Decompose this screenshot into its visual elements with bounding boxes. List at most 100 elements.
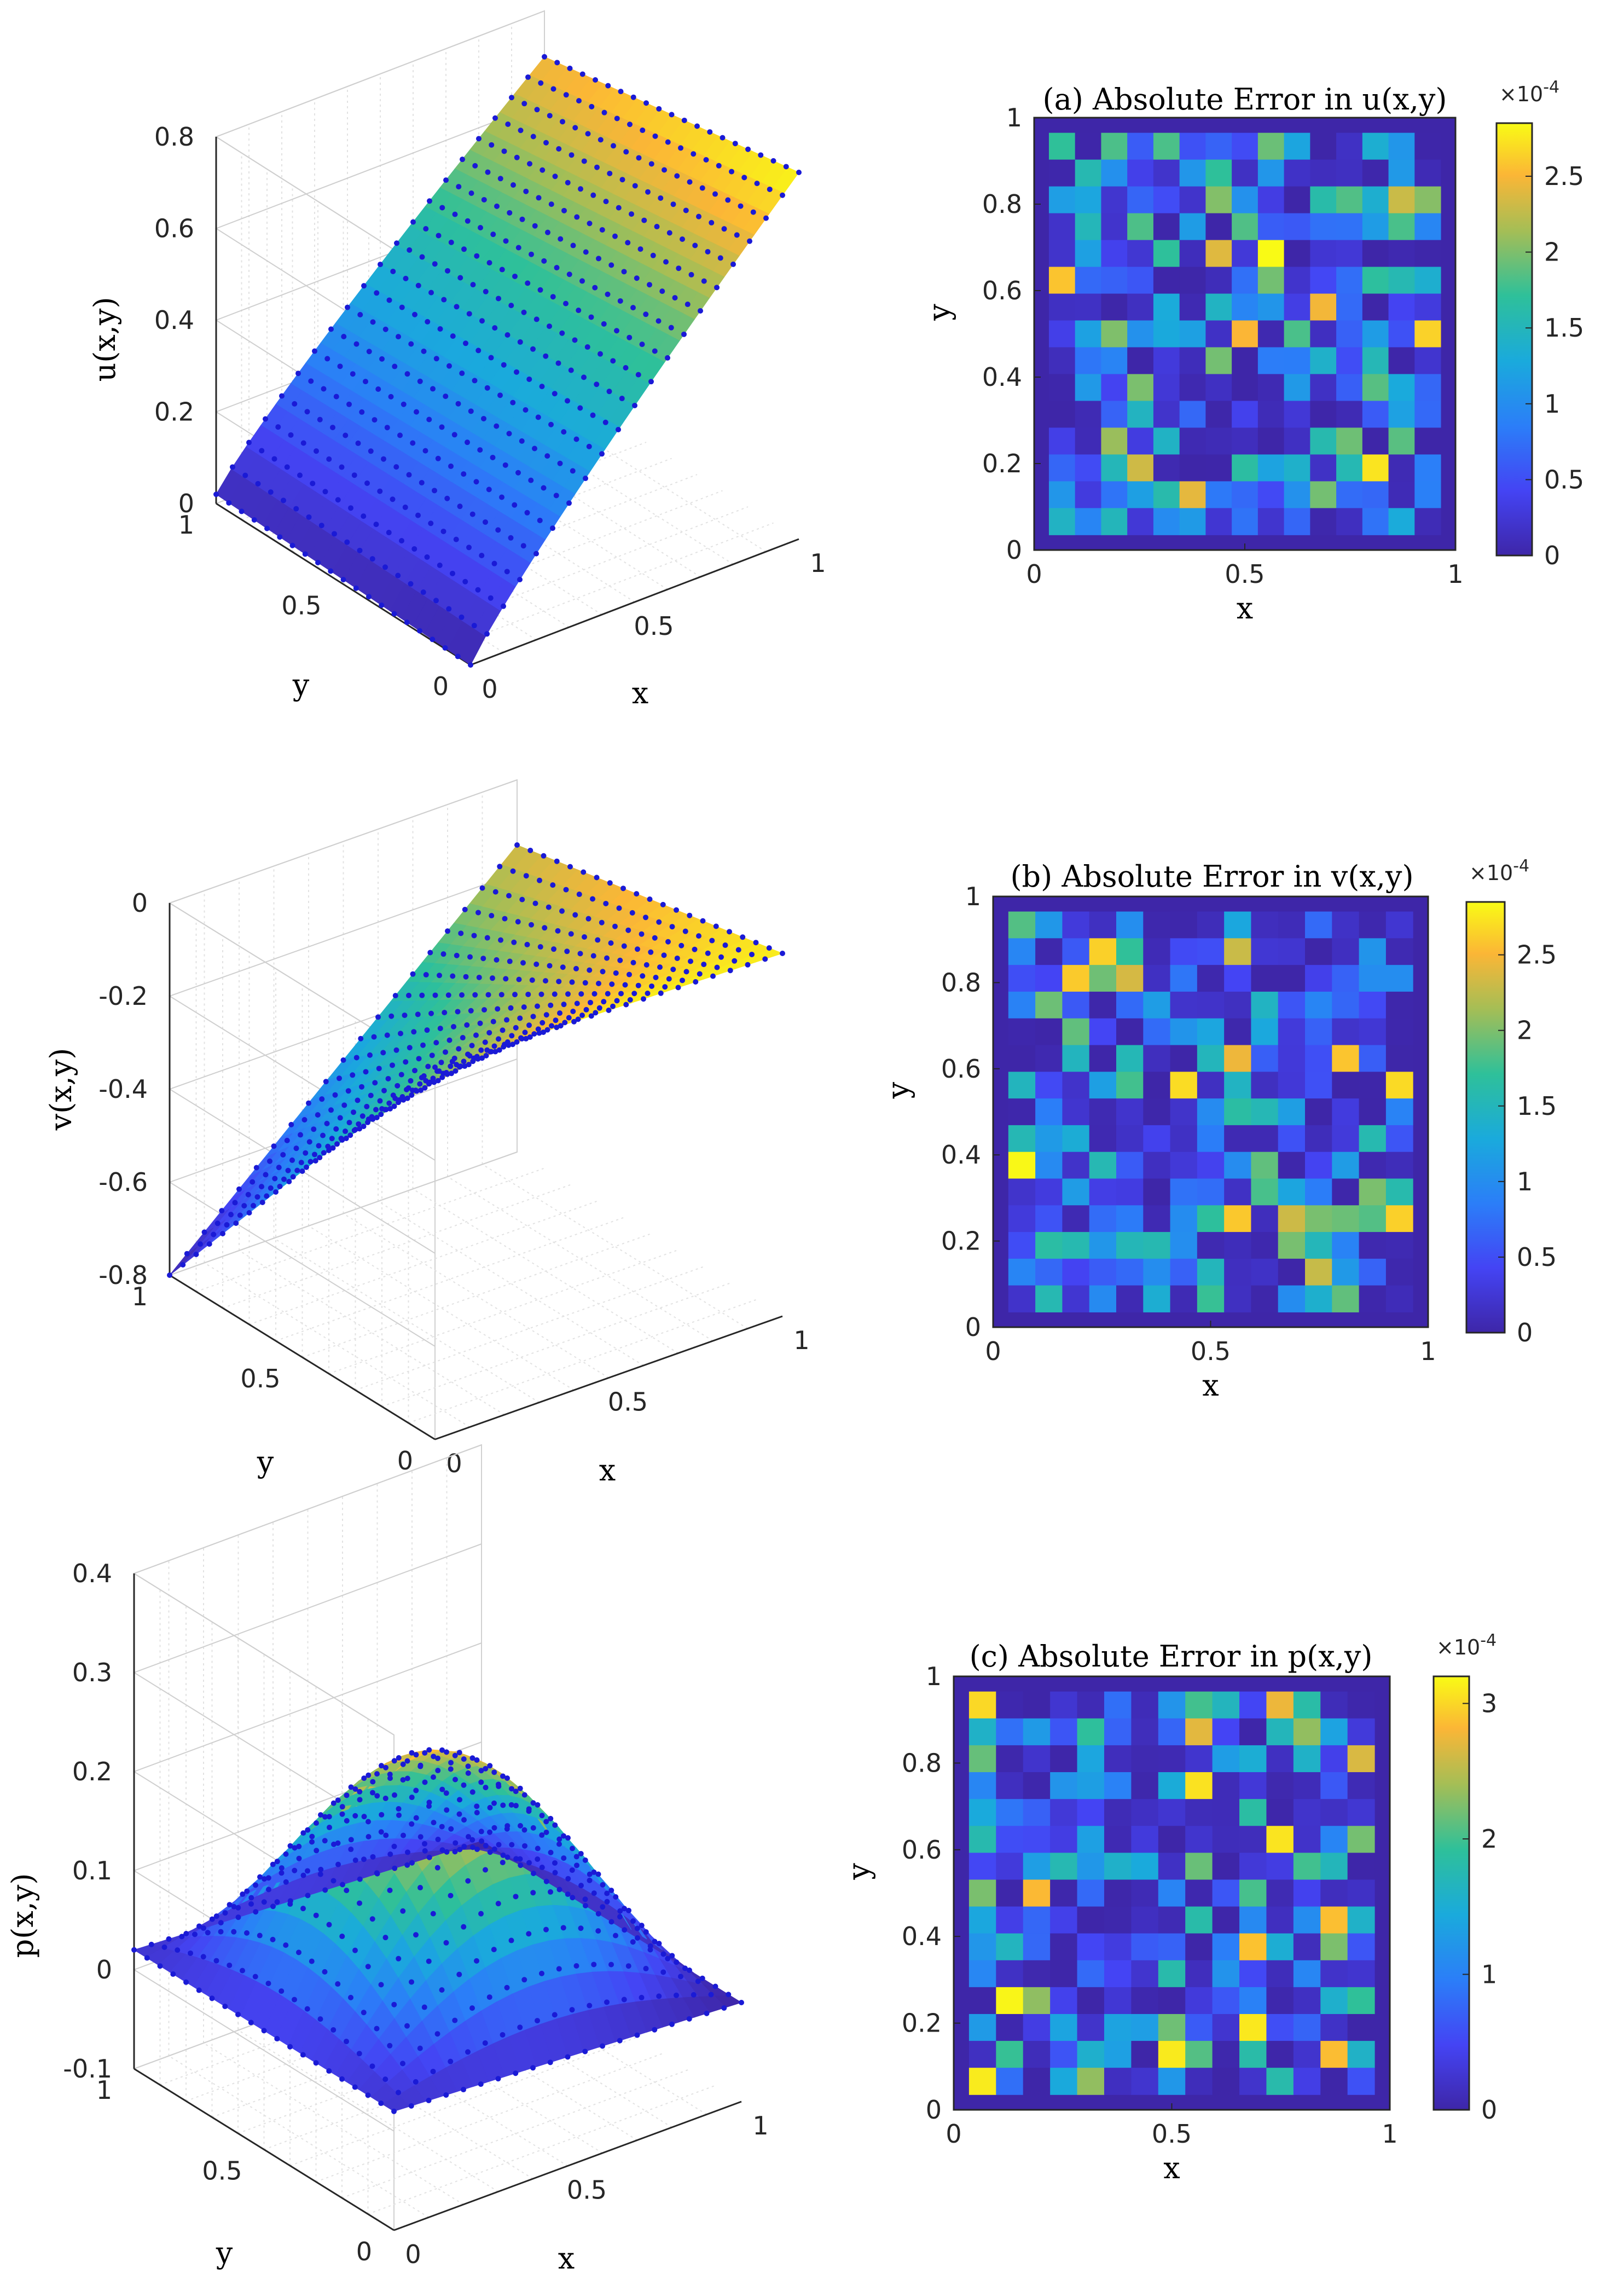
sample-point bbox=[526, 376, 532, 382]
heatmap-cell bbox=[1347, 1718, 1375, 1746]
sample-point bbox=[705, 950, 711, 956]
heatmap-cell bbox=[1127, 481, 1154, 508]
sample-point bbox=[630, 305, 636, 311]
heatmap-cell bbox=[1362, 240, 1389, 268]
sample-point bbox=[452, 211, 458, 217]
sample-point bbox=[584, 344, 590, 350]
sample-point bbox=[661, 952, 667, 958]
sample-point bbox=[670, 967, 676, 973]
sample-point bbox=[257, 1932, 263, 1939]
sample-point bbox=[600, 1904, 606, 1910]
heatmap-cell bbox=[968, 1772, 996, 1799]
sample-point bbox=[484, 631, 490, 637]
heatmap-cell bbox=[1293, 2068, 1321, 2095]
sample-point bbox=[450, 570, 455, 576]
sample-point bbox=[419, 254, 425, 260]
sample-point bbox=[504, 569, 510, 575]
sample-point bbox=[517, 577, 523, 583]
sample-point bbox=[469, 1837, 475, 1843]
heatmap-cell bbox=[1116, 1258, 1144, 1286]
sample-point bbox=[324, 356, 330, 362]
heatmap-cell bbox=[1153, 481, 1180, 508]
sample-point bbox=[587, 967, 593, 973]
heatmap-cell bbox=[1035, 1178, 1063, 1206]
sample-point bbox=[674, 173, 680, 179]
heatmap-cell bbox=[1347, 2068, 1375, 2095]
sample-point bbox=[330, 1878, 337, 1884]
sample-point bbox=[763, 215, 769, 221]
sample-point bbox=[410, 219, 416, 225]
heatmap-cell bbox=[1362, 132, 1389, 160]
sample-point bbox=[643, 311, 649, 317]
z-tick-label: 0.2 bbox=[72, 1757, 112, 1786]
heatmap-cell bbox=[1153, 267, 1180, 294]
heatmap-cell bbox=[1320, 1799, 1348, 1826]
sample-point bbox=[669, 112, 675, 118]
sample-point bbox=[298, 1160, 304, 1166]
sample-point bbox=[712, 1983, 718, 1989]
sample-point bbox=[595, 1871, 601, 1877]
sample-point bbox=[382, 1795, 388, 1801]
sample-point bbox=[318, 1812, 323, 1818]
sample-point bbox=[321, 1150, 327, 1156]
sample-point bbox=[522, 1029, 528, 1035]
sample-point bbox=[381, 456, 386, 462]
heatmap-cell bbox=[1278, 938, 1306, 965]
sample-point bbox=[650, 252, 656, 258]
sample-point bbox=[770, 158, 776, 164]
heatmap-cell bbox=[1310, 186, 1337, 214]
sample-point bbox=[526, 1931, 532, 1937]
sample-point bbox=[373, 522, 379, 528]
heatmap-cell bbox=[1131, 2013, 1159, 2041]
sample-point bbox=[497, 864, 503, 870]
sample-point bbox=[295, 371, 301, 377]
heatmap-cell bbox=[1284, 159, 1310, 187]
heatmap-cell bbox=[1362, 374, 1389, 401]
sample-point bbox=[386, 1100, 392, 1106]
sample-point bbox=[434, 1865, 440, 1871]
sample-point bbox=[253, 1909, 259, 1915]
sample-point bbox=[426, 416, 432, 423]
sample-point bbox=[348, 505, 353, 511]
sample-point bbox=[421, 2004, 427, 2010]
sample-point bbox=[335, 1797, 341, 1803]
sample-point bbox=[479, 552, 485, 558]
sample-point bbox=[328, 326, 334, 332]
heatmap-cell bbox=[1089, 1152, 1117, 1179]
sample-point bbox=[546, 904, 552, 910]
sample-point bbox=[605, 83, 611, 89]
sample-point bbox=[451, 1055, 457, 1061]
heatmap-cell bbox=[1104, 1906, 1132, 1934]
sample-point bbox=[263, 1172, 269, 1178]
heatmap-cell bbox=[1305, 1125, 1332, 1153]
heatmap-cell bbox=[1077, 1933, 1105, 1961]
heatmap-cell bbox=[1205, 213, 1232, 241]
sample-point bbox=[600, 969, 606, 975]
heatmap-cell bbox=[1179, 347, 1206, 374]
sample-point bbox=[613, 1932, 618, 1939]
sample-point bbox=[552, 173, 558, 180]
sample-point bbox=[374, 1771, 380, 1777]
z-axis-label: u(x,y) bbox=[88, 297, 122, 381]
sample-point bbox=[460, 157, 465, 163]
sample-point bbox=[660, 901, 666, 907]
heatmap-cell bbox=[1362, 347, 1389, 374]
sample-point bbox=[656, 1941, 662, 1947]
sample-point bbox=[548, 201, 554, 207]
heatmap-cell bbox=[1179, 132, 1206, 160]
sample-point bbox=[312, 1152, 317, 1158]
sample-point bbox=[727, 929, 732, 935]
heatmap-cell bbox=[1185, 1906, 1213, 1934]
grid-line bbox=[237, 2004, 586, 2134]
sample-point bbox=[569, 2007, 575, 2013]
sample-point bbox=[543, 140, 549, 146]
sample-point bbox=[443, 1049, 448, 1055]
heatmap-cell bbox=[1089, 1125, 1117, 1153]
sample-point bbox=[729, 169, 734, 175]
sample-point bbox=[639, 342, 645, 348]
sample-point bbox=[712, 191, 718, 197]
heatmap-cell bbox=[1359, 1258, 1387, 1286]
sample-point bbox=[525, 991, 531, 997]
heatmap-cell bbox=[1336, 293, 1363, 321]
sample-point bbox=[678, 942, 685, 948]
